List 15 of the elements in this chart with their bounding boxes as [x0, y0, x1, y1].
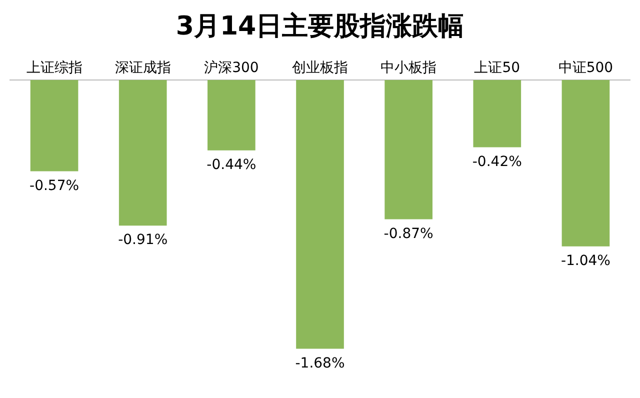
x-tick-label: 中小板指 — [380, 60, 437, 76]
x-tick-label: 上证50 — [474, 60, 520, 76]
x-tick-label: 创业板指 — [292, 60, 348, 76]
data-label: -0.87% — [384, 226, 434, 242]
x-tick-label: 深证成指 — [114, 60, 171, 76]
data-label: -1.04% — [560, 253, 610, 270]
x-tick-label: 上证综指 — [26, 60, 82, 76]
x-tick-label: 沪深300 — [204, 60, 259, 76]
chart-title: 3月14日主要股指涨跌幅 — [176, 11, 464, 42]
data-label: -0.44% — [206, 157, 256, 174]
x-tick-label: 中证500 — [558, 60, 614, 76]
data-label: -0.57% — [30, 178, 80, 194]
data-label: -1.68% — [295, 355, 345, 372]
data-label: -0.42% — [472, 154, 522, 170]
data-label: -0.91% — [118, 232, 168, 248]
